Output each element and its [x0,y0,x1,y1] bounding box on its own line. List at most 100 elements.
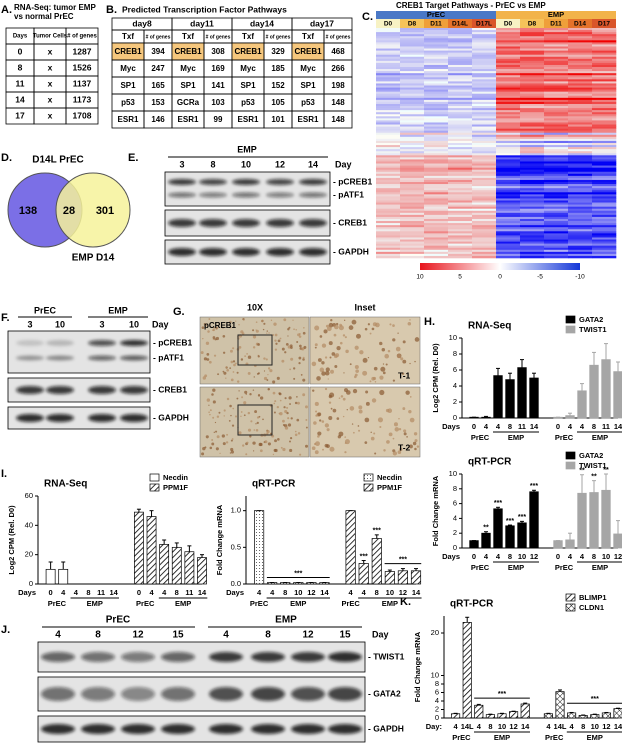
x-tick-label: 8 [175,588,179,597]
heatmap-cell [376,140,401,144]
heatmap-cell [448,188,473,191]
column-header [472,19,496,28]
heatmap-cell [472,151,497,154]
heatmap-cell [544,163,569,166]
lane-label: 12 [132,630,144,641]
significance-label: *** [498,691,506,698]
heatmap-cell [424,54,449,58]
cell-nucleus [312,389,315,392]
heatmap-cell [568,184,593,187]
heatmap-cell [496,245,521,249]
heatmap-cell [544,103,569,107]
heatmap-cell [520,194,545,197]
heatmap-cell [592,167,617,170]
cell-nucleus [208,360,212,364]
heatmap-cell [400,38,425,41]
heatmap-cell [592,186,617,189]
heatmap-cell [544,79,569,82]
heatmap-cell [520,30,545,33]
x-tick-label: 10 [518,552,526,561]
cell-nucleus [364,441,368,445]
table-cell-text: 8 [18,62,23,72]
heatmap-cell [544,239,569,242]
heatmap-cell [448,192,473,195]
heatmap-cell [400,225,425,228]
cell-nucleus [244,390,248,394]
heatmap-cell [520,247,545,251]
heatmap-cell [592,153,617,156]
heatmap-cell [472,71,497,74]
heatmap-cell [448,120,473,123]
heatmap-cell [472,206,497,210]
cell-nucleus [398,428,402,431]
heatmap-cell [472,143,497,146]
cell-nucleus [317,412,322,417]
cell-nucleus [274,439,277,443]
heatmap-cell [448,200,473,203]
bar [371,538,382,585]
heatmap-cell [496,188,521,191]
group-label: EMP [592,563,608,572]
heatmap-cell [400,184,425,187]
heatmap-cell [568,198,593,201]
heatmap-cell [496,243,521,246]
table-cell-text: GCRa [177,98,200,107]
heatmap-cell [592,103,617,107]
cell-nucleus [276,376,280,380]
cell-nucleus [342,334,346,337]
heatmap-cell [520,54,545,58]
legend-swatch [565,325,576,334]
cell-nucleus [244,355,247,358]
cell-nucleus [326,428,330,432]
heatmap-cell [424,188,449,191]
heatmap-cell [448,202,473,205]
table-cell-text: 308 [211,47,225,56]
cell-nucleus [302,378,306,382]
heatmap-cell [496,40,521,43]
blot-band [46,355,74,361]
heatmap-cell [400,208,425,212]
heatmap-cell [448,40,473,43]
cell-nucleus [229,367,232,370]
heatmap-cell [568,182,593,185]
cell-nucleus [374,381,377,383]
heatmap-cell [376,81,401,84]
chart-title: qRT-PCR [450,599,494,610]
heatmap-cell [376,75,401,78]
cell-nucleus [367,323,371,326]
cell-nucleus [409,396,412,398]
heatmap-cell [376,202,401,205]
heatmap-cell [592,229,617,232]
heatmap-cell [568,56,593,60]
cell-nucleus [252,329,255,332]
chart-title: RNA-Seq [44,479,87,490]
heatmap-cell [448,32,473,35]
cell-nucleus [222,326,224,329]
bar [555,691,565,719]
cell-nucleus [230,450,234,454]
x-tick-label: 14 [614,722,622,731]
cell-nucleus [305,444,309,448]
panel-letter: H. [424,316,435,328]
heatmap-cell [376,227,401,230]
heatmap-cell [496,73,521,76]
heatmap-cell [520,62,545,66]
heatmap-cell [520,73,545,76]
heatmap-cell [376,190,401,193]
heatmap-cell [568,126,593,129]
x-tick-label: 4 [484,422,489,431]
blot-band [168,192,196,198]
heatmap-cell [568,81,593,84]
blot-frame [7,406,151,430]
heatmap-cell [424,42,449,45]
heatmap-cell [544,196,569,199]
heatmap-cell [520,225,545,228]
heatmap-cell [376,30,401,33]
column-label: D0 [504,21,513,28]
x-tick-label: 14 [614,422,622,431]
heatmap-cell [376,132,401,136]
heatmap-cell [568,140,593,144]
heatmap-cell [448,62,473,66]
heatmap-cell [592,77,617,80]
heatmap-cell [520,36,545,39]
